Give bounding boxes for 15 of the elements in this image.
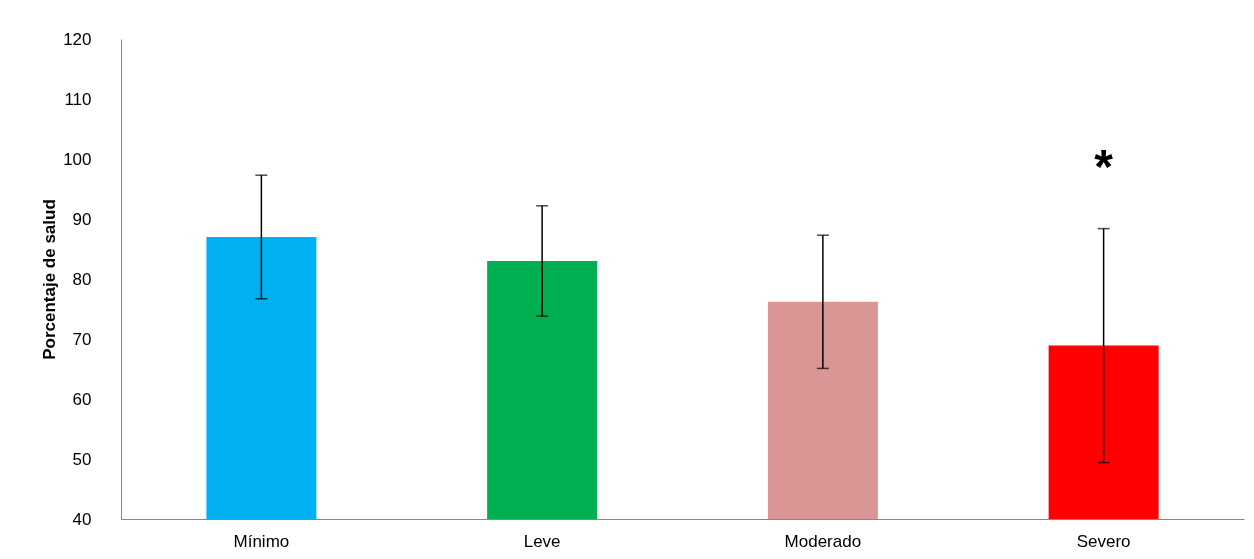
annotation: * [1094,139,1114,193]
x-tick-label: Leve [523,531,561,551]
y-tick-label: 50 [72,449,92,469]
y-tick-label: 80 [72,269,92,289]
y-tick-label: 70 [72,329,92,349]
x-tick-label: Severo [1076,531,1131,551]
y-tick-label: 100 [63,149,92,169]
y-axis-title: Porcentaje de salud [40,199,60,360]
y-tick-label: 110 [64,89,92,109]
y-tick-label: 120 [63,29,92,49]
y-tick-label: 40 [72,509,92,529]
x-tick-label: Moderado [784,531,862,551]
y-tick-label: 90 [72,209,92,229]
x-tick-label: Mínimo [233,531,290,551]
y-tick-label: 60 [72,389,92,409]
